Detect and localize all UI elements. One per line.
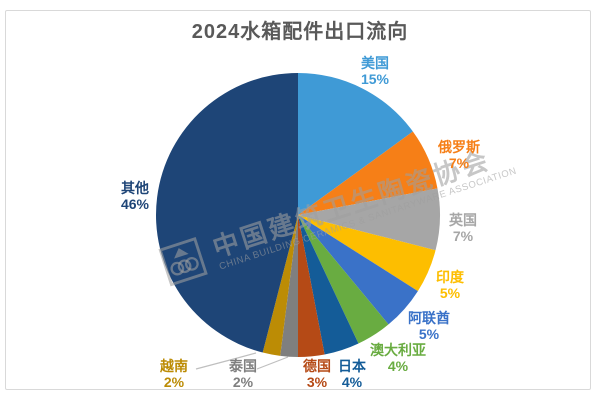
pie-slice-2 <box>298 188 440 251</box>
pie-slice-5 <box>298 215 389 344</box>
slice-label-russia: 俄罗斯 7% <box>438 139 480 171</box>
slice-label-india: 印度 5% <box>436 269 464 301</box>
pie-slice-4 <box>298 215 418 325</box>
slice-label-germany: 德国 3% <box>303 358 331 390</box>
pie-slice-3 <box>298 215 436 292</box>
slice-label-thailand: 泰国 2% <box>229 358 257 390</box>
pie-slice-7 <box>298 215 325 357</box>
leader-line-thailand <box>256 356 289 370</box>
chart-title: 2024水箱配件出口流向 <box>191 21 409 43</box>
slice-label-uk: 英国 7% <box>449 212 477 244</box>
slice-label-japan: 日本 4% <box>338 358 366 390</box>
pie-slice-8 <box>280 215 298 357</box>
slice-label-others: 其他 46% <box>120 180 150 212</box>
slice-label-australia: 澳大利亚 4% <box>370 342 426 374</box>
slice-label-uae: 阿联酋 5% <box>408 310 450 342</box>
slice-label-usa: 美国 15% <box>360 55 390 87</box>
pie-slice-6 <box>298 215 359 355</box>
pie-slice-9 <box>262 215 298 356</box>
pie-slice-1 <box>298 131 438 215</box>
slice-label-vietnam: 越南 2% <box>160 358 188 390</box>
leader-line-vietnam <box>195 352 257 370</box>
pie-slice-0 <box>298 73 413 215</box>
